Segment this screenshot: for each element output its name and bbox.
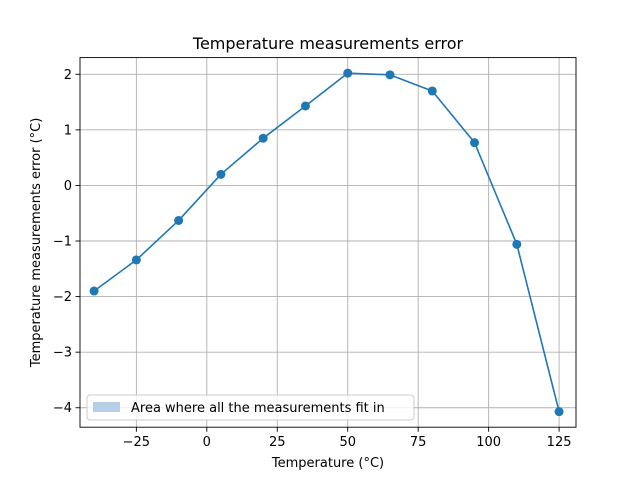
data-point [385,70,395,80]
x-tick-label: 0 [203,435,211,450]
ticks: −25 0 25 50 75 100 125 −4 −3 −2 −1 0 1 2 [53,68,572,450]
data-point [216,169,226,179]
y-tick-label: 0 [64,179,72,194]
y-tick-label: −3 [53,346,72,361]
x-tick-label: 125 [547,435,572,450]
x-tick-label: −25 [123,435,150,450]
series-line [93,72,560,412]
legend-label: Area where all the measurements fit in [131,401,385,416]
y-tick-label: 1 [64,123,72,138]
legend: Area where all the measurements fit in [86,394,415,421]
data-point [470,138,480,148]
data-point [258,133,268,143]
chart-title: Temperature measurements error [192,34,464,53]
legend-box [86,394,415,421]
plot-frame [79,57,577,428]
data-point [427,86,437,96]
x-axis-label: Temperature (°C) [271,456,384,471]
y-axis-label: Temperature measurements error (°C) [29,118,44,368]
x-tick-label: 75 [410,435,427,450]
x-tick-label: 100 [476,435,501,450]
series-layer [89,68,564,417]
data-point [131,255,141,265]
data-point [174,215,184,225]
data-point [343,68,353,78]
y-tick-label: −1 [53,235,72,250]
data-point [554,407,564,417]
y-tick-label: −4 [53,401,72,416]
x-tick-label: 50 [339,435,356,450]
y-tick-label: 2 [64,68,72,83]
data-point [89,286,99,296]
data-point [300,101,310,111]
x-tick-label: 25 [269,435,286,450]
legend-patch [93,402,120,412]
y-tick-label: −2 [53,290,72,305]
data-point [512,239,522,249]
